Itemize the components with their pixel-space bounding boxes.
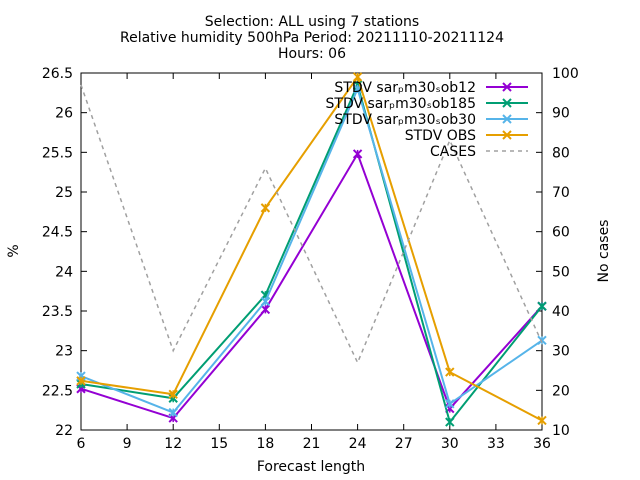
series-line-2 [80,81,543,425]
x-tick-label: 9 [123,436,132,452]
series-3-point [260,296,271,307]
series-2-point [445,417,455,427]
series-2-point [537,301,547,311]
y2-tick-label: 40 [552,304,570,320]
title-line-3: Hours: 06 [278,46,346,62]
x-tick-label: 15 [210,436,228,452]
x-axis-label: Forecast length [257,459,365,475]
x-axis: 6 9 12 15 18 21 24 27 30 33 36 [77,73,551,452]
y-axis-label: % [6,244,22,257]
series-line-5 [80,84,543,365]
y2-axis-label: No cases [596,220,612,283]
x-tick-label: 27 [395,436,413,452]
series-4-point [352,72,363,82]
y2-tick-label: 20 [552,383,570,399]
y-tick-label: 23.5 [42,304,73,320]
series-4-point [260,203,271,213]
series-1-point [260,304,271,315]
x-tick-label: 24 [349,436,367,452]
y-tick-label: 22 [55,423,73,439]
series-line-1 [80,151,543,420]
legend-label: CASES [430,144,476,160]
series-3-point [445,399,455,409]
y2-tick-label: 30 [552,344,570,360]
y-tick-label: 26.5 [42,66,73,82]
series-line-4 [80,74,543,422]
title-line-2: Relative humidity 500hPa Period: 2021111… [120,30,504,46]
series-4-point [168,389,178,400]
y2-tick-label: 80 [552,145,570,161]
series-4-point [445,367,455,377]
y2-tick-label: 90 [552,106,570,122]
series-4-point [76,376,86,386]
y-tick-label: 25 [55,185,73,201]
series-4-point [537,415,547,426]
title-line-1: Selection: ALL using 7 stations [205,14,419,30]
x-tick-label: 6 [77,436,86,452]
y-tick-label: 24.5 [42,225,73,241]
y2-tick-label: 50 [552,264,570,280]
y-tick-label: 23 [55,344,73,360]
y2-tick-label: 60 [552,225,570,241]
legend-marker [502,98,512,108]
series-3-point [168,407,178,418]
series-layer [76,72,547,427]
legend-label: STDV sarₚm30ₛob185 [326,96,476,112]
y-tick-label: 25.5 [42,145,73,161]
legend-label: STDV sarₚm30ₛob30 [334,112,476,128]
x-tick-label: 36 [533,436,551,452]
y-tick-label: 22.5 [42,383,73,399]
legend-label: STDV sarₚm30ₛob12 [334,80,476,96]
series-3-point [537,335,547,346]
x-tick-label: 12 [164,436,182,452]
y2-tick-label: 100 [552,66,579,82]
y-axis-left: 22 22.5 23 23.5 24 24.5 25 25.5 26 26.5 [42,66,87,439]
x-tick-label: 33 [487,436,505,452]
chart-title: Selection: ALL using 7 stations Relative… [120,14,504,62]
series-line-3 [80,85,543,414]
legend-marker [502,114,512,124]
legend-label: STDV OBS [405,128,476,144]
y2-tick-label: 70 [552,185,570,201]
y-tick-label: 24 [55,264,73,280]
y2-tick-label: 10 [552,423,570,439]
legend-marker [502,130,512,140]
y-tick-label: 26 [55,106,73,122]
x-tick-label: 21 [303,436,321,452]
series-1-point [352,149,363,159]
x-tick-label: 18 [256,436,274,452]
x-tick-label: 30 [441,436,459,452]
legend-marker [502,82,512,92]
